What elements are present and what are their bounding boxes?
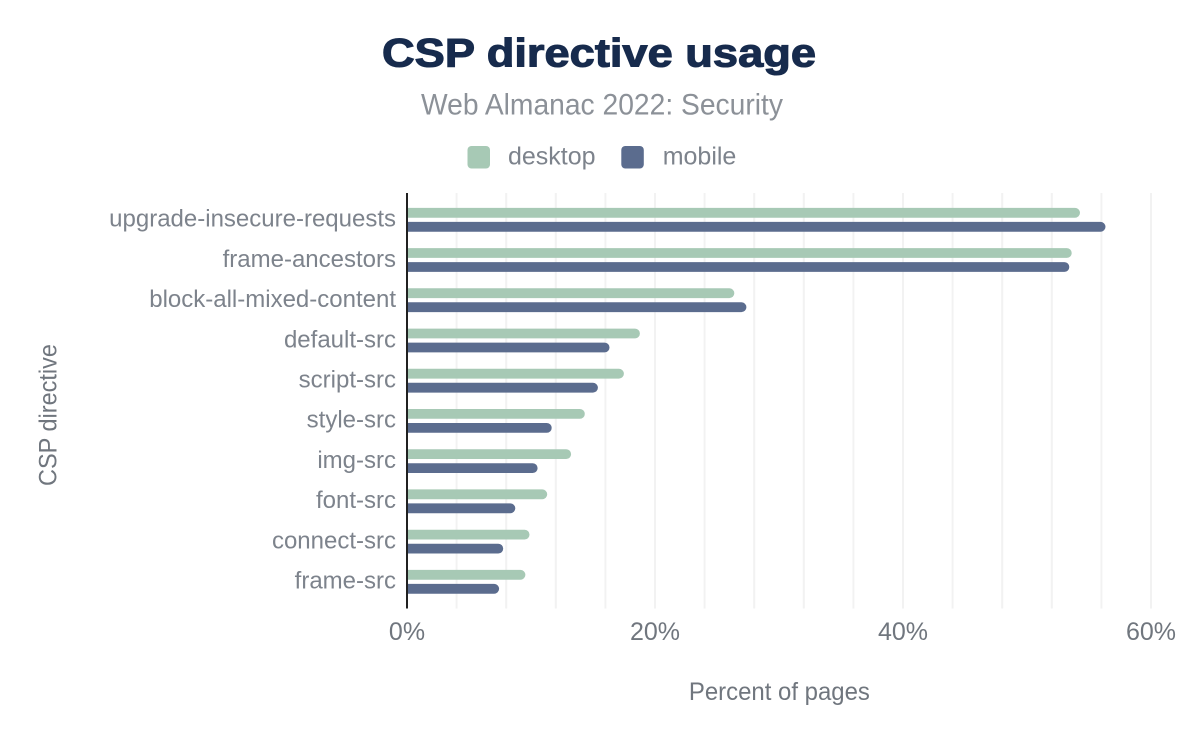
svg-text:style-src: style-src — [307, 407, 396, 434]
svg-text:Percent of pages: Percent of pages — [689, 678, 870, 706]
svg-text:CSP directive: CSP directive — [35, 344, 63, 486]
svg-text:frame-ancestors: frame-ancestors — [223, 246, 396, 273]
svg-text:desktop: desktop — [508, 143, 596, 171]
svg-text:Web Almanac 2022: Security: Web Almanac 2022: Security — [421, 89, 783, 122]
svg-text:font-src: font-src — [316, 487, 396, 514]
svg-text:CSP directive usage: CSP directive usage — [382, 32, 816, 76]
svg-text:40%: 40% — [878, 618, 928, 646]
svg-text:upgrade-insecure-requests: upgrade-insecure-requests — [109, 206, 396, 233]
svg-text:0%: 0% — [389, 618, 425, 646]
svg-text:frame-src: frame-src — [295, 568, 396, 595]
svg-text:script-src: script-src — [299, 367, 396, 394]
svg-text:60%: 60% — [1126, 618, 1176, 646]
svg-text:default-src: default-src — [284, 326, 396, 353]
svg-text:20%: 20% — [630, 618, 680, 646]
svg-text:connect-src: connect-src — [272, 527, 396, 554]
svg-text:block-all-mixed-content: block-all-mixed-content — [149, 286, 396, 313]
svg-text:img-src: img-src — [317, 447, 396, 474]
svg-text:mobile: mobile — [663, 143, 737, 171]
